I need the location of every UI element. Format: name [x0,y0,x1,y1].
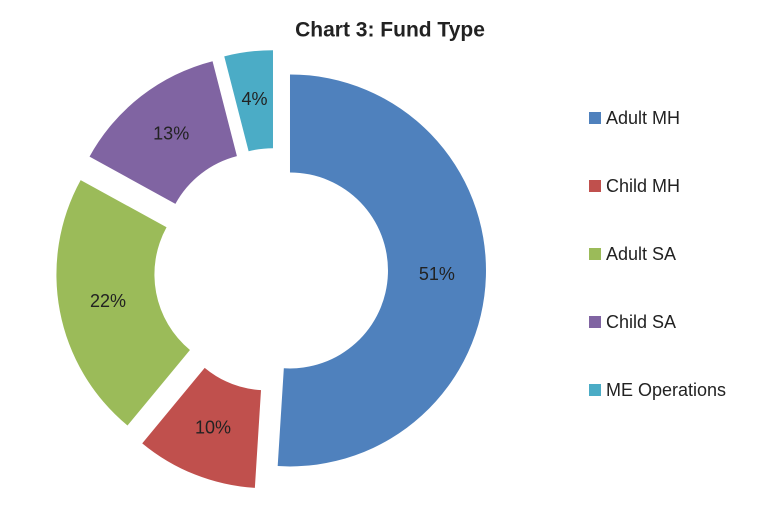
legend-label: ME Operations [606,380,726,400]
legend-label: Child MH [606,176,680,196]
donut-slice [224,50,273,152]
data-label: 22% [90,291,126,311]
data-label: 4% [242,89,268,109]
legend-swatch [589,316,601,328]
legend-swatch [589,248,601,260]
donut-slice [142,367,262,488]
legend-swatch [589,384,601,396]
data-label: 10% [195,418,231,438]
donut-slice [89,61,237,204]
data-label: 13% [153,124,189,144]
legend-label: Adult SA [606,244,676,264]
legend-swatch [589,180,601,192]
chart-title: Chart 3: Fund Type [295,19,485,42]
legend-label: Child SA [606,312,676,332]
donut-slice [56,180,190,426]
legend-swatch [589,112,601,124]
donut-slice [277,74,486,467]
legend-label: Adult MH [606,108,680,128]
data-label: 51% [419,264,455,284]
